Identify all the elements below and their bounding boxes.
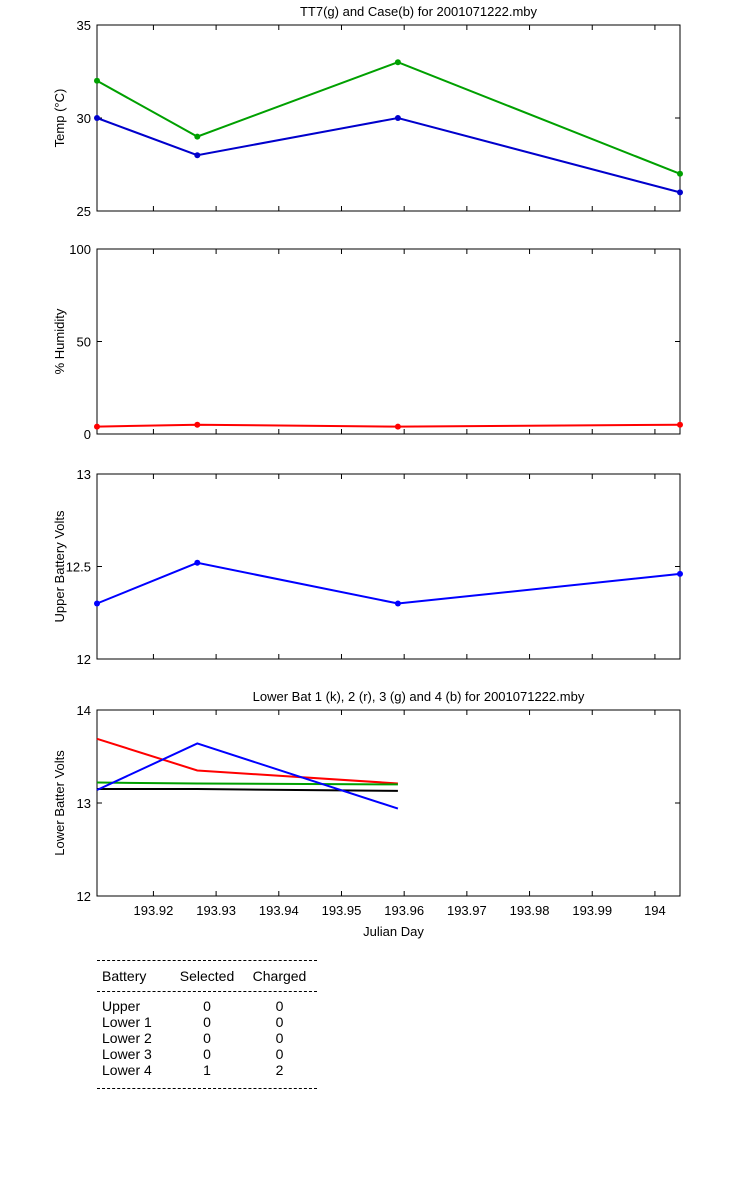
data-point — [194, 152, 201, 159]
y-tick-label: 30 — [77, 111, 91, 126]
y-tick-label: 13 — [77, 467, 91, 482]
series-line — [97, 788, 398, 792]
row-battery-name: Upper — [102, 998, 141, 1014]
x-tick-label: 193.96 — [384, 903, 424, 918]
y-tick-label: 100 — [69, 242, 91, 257]
data-point — [194, 421, 201, 428]
table-header-row: Battery Selected Charged — [97, 961, 317, 991]
y-tick-label: 12.5 — [66, 560, 91, 575]
table-row: Lower 1 0 0 — [97, 1014, 317, 1030]
plot-frame — [96, 24, 681, 212]
x-tick-label: 193.92 — [134, 903, 174, 918]
y-axis-label: Lower Batter Volts — [52, 750, 67, 856]
data-point — [394, 115, 401, 121]
x-tick-label: 193.93 — [196, 903, 236, 918]
y-tick-label: 25 — [77, 204, 91, 219]
row-charged-value: 2 — [275, 1062, 284, 1078]
y-tick-label: 0 — [84, 427, 91, 442]
row-charged-value: 0 — [275, 1046, 284, 1062]
data-point — [394, 600, 401, 607]
x-tick-label: 193.95 — [322, 903, 362, 918]
y-tick-label: 14 — [77, 703, 91, 718]
data-point — [94, 115, 100, 121]
plot-frame — [96, 473, 681, 660]
y-axis-label: Upper Battery Volts — [52, 510, 67, 622]
data-point — [94, 77, 100, 84]
row-charged-value: 0 — [275, 998, 284, 1014]
y-tick-label: 50 — [77, 335, 91, 350]
header-charged: Charged — [252, 968, 307, 984]
data-point — [94, 423, 100, 430]
plot-frame — [96, 709, 681, 897]
row-selected-value: 0 — [203, 998, 211, 1014]
y-axis-label: Temp (°C) — [52, 89, 67, 148]
data-point — [394, 59, 401, 66]
data-point — [394, 423, 401, 430]
table-top-divider — [97, 960, 317, 961]
row-charged-value: 0 — [275, 1014, 284, 1030]
row-battery-name: Lower 4 — [102, 1062, 152, 1078]
x-tick-label: 193.94 — [259, 903, 299, 918]
data-point — [677, 570, 683, 577]
series-line — [96, 737, 398, 785]
y-axis-label: % Humidity — [52, 308, 67, 374]
charts-canvas: 25 30 35 TT7(g) and Case(b) for 2001071222.… — [52, 4, 683, 939]
data-point — [677, 421, 683, 428]
y-tick-label: 12 — [77, 889, 91, 904]
table-row: Lower 4 1 2 — [97, 1062, 317, 1078]
table-body: Upper 0 0 Lower 1 0 0 Lower 2 0 0 Lower … — [97, 992, 317, 1088]
row-selected-value: 0 — [203, 1030, 211, 1046]
plot-frame — [96, 248, 681, 435]
header-selected: Selected — [179, 968, 235, 984]
row-selected-value: 0 — [203, 1014, 211, 1030]
series-line — [96, 561, 681, 605]
table-row: Lower 2 0 0 — [97, 1030, 317, 1046]
chart-title: TT7(g) and Case(b) for 2001071222.mby — [300, 4, 538, 19]
x-axis-label: Julian Day — [363, 924, 424, 939]
table-bottom-divider — [97, 1088, 317, 1089]
table-header-divider — [97, 991, 317, 992]
row-battery-name: Lower 3 — [102, 1046, 152, 1062]
header-battery: Battery — [102, 968, 147, 984]
data-point — [194, 559, 201, 566]
table-row: Lower 3 0 0 — [97, 1046, 317, 1062]
series-line — [96, 116, 681, 194]
series-line — [96, 742, 399, 810]
y-tick-label: 12 — [77, 652, 91, 667]
row-selected-value: 1 — [203, 1062, 211, 1078]
series-line — [96, 423, 681, 428]
data-point — [94, 600, 100, 607]
data-point — [677, 189, 683, 196]
x-tick-label: 193.97 — [447, 903, 487, 918]
y-tick-label: 13 — [77, 796, 91, 811]
x-tick-label: 193.98 — [510, 903, 550, 918]
data-point — [194, 133, 201, 140]
chart-title: Lower Bat 1 (k), 2 (r), 3 (g) and 4 (b) … — [253, 689, 585, 704]
row-battery-name: Lower 1 — [102, 1014, 152, 1030]
data-point — [677, 170, 683, 177]
table-row: Upper 0 0 — [97, 998, 317, 1014]
row-charged-value: 0 — [275, 1030, 284, 1046]
series-line — [96, 61, 681, 175]
series-line — [96, 781, 398, 786]
battery-status-table: Battery Selected Charged Upper 0 0 Lower… — [97, 960, 317, 1089]
row-selected-value: 0 — [203, 1046, 211, 1062]
x-tick-label: 193.99 — [572, 903, 612, 918]
x-tick-label: 194 — [644, 903, 666, 918]
y-tick-label: 35 — [77, 18, 91, 33]
row-battery-name: Lower 2 — [102, 1030, 152, 1046]
